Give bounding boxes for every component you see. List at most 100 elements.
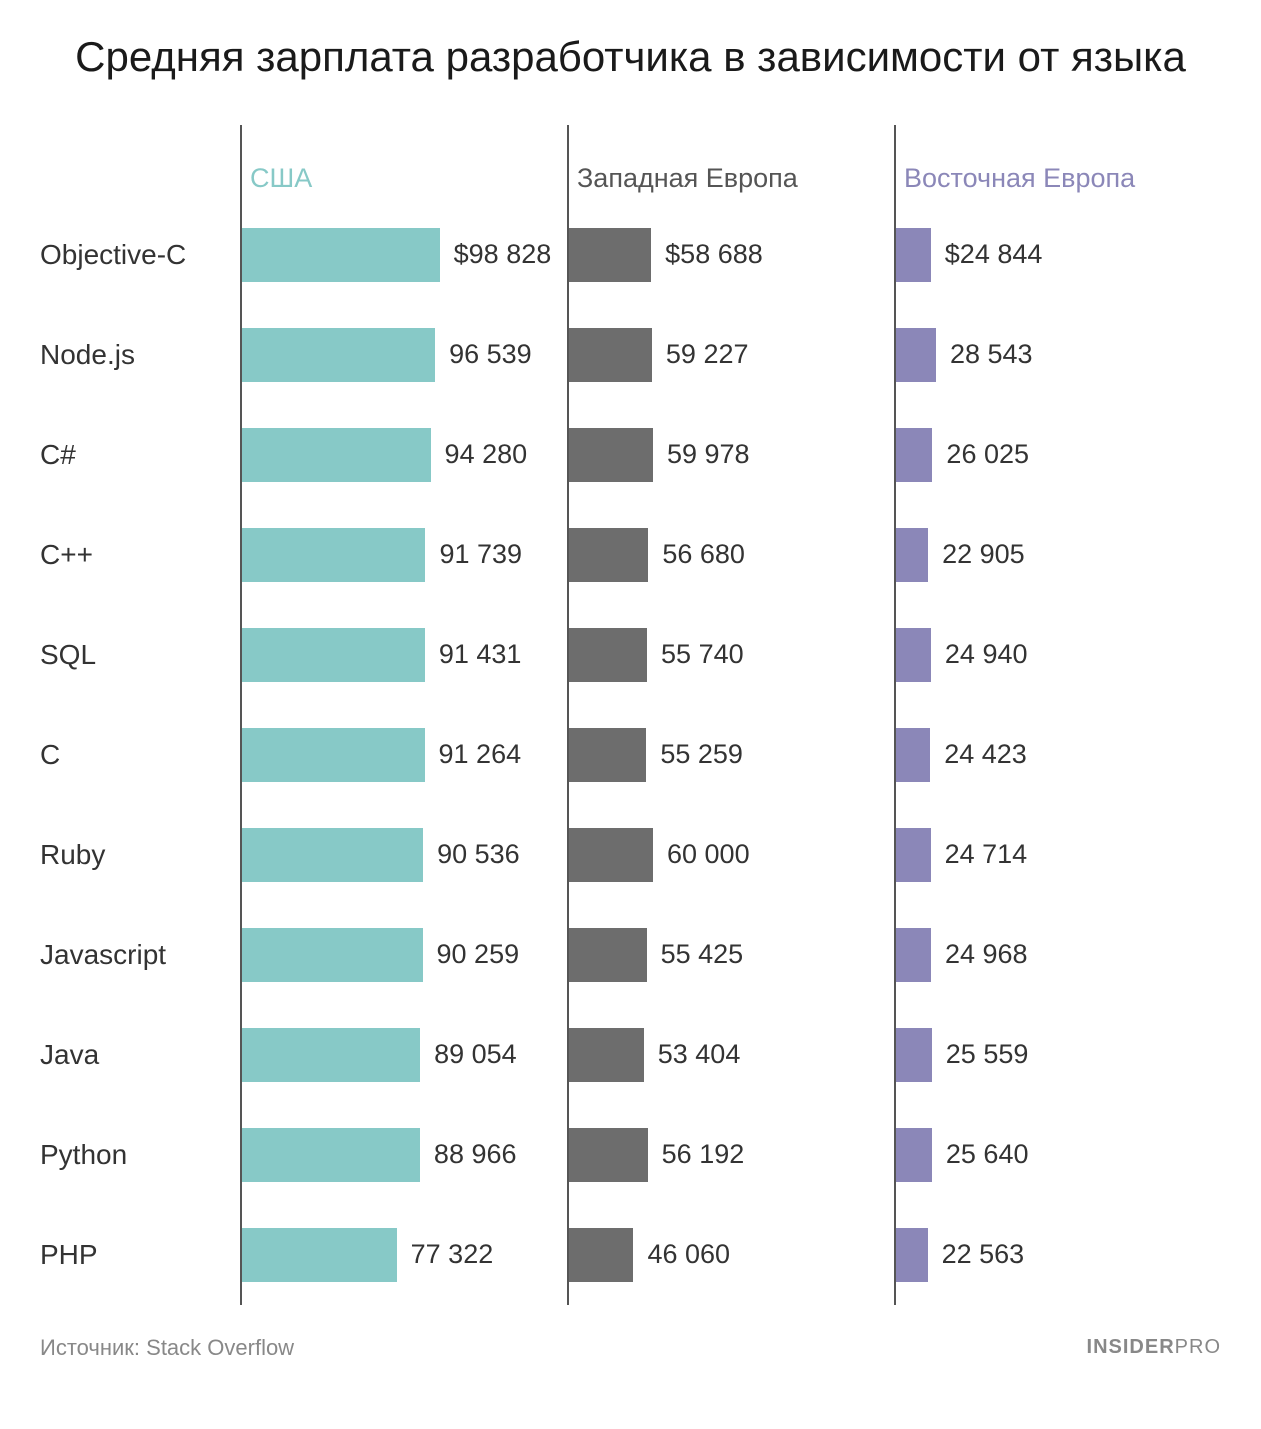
bar-row: 91 264: [242, 705, 567, 805]
bar: [896, 1228, 928, 1282]
bar: [896, 928, 931, 982]
bar-row: 88 966: [242, 1105, 567, 1205]
bar-value: 24 940: [945, 639, 1028, 670]
bar-value: 94 280: [445, 439, 528, 470]
language-label-row: C++: [40, 505, 240, 605]
bar-row: 56 680: [569, 505, 894, 605]
bar-value: $58 688: [665, 239, 763, 270]
bar-value: 56 192: [662, 1139, 745, 1170]
bar-row: 26 025: [896, 405, 1221, 505]
bar-row: 96 539: [242, 305, 567, 405]
language-label: C#: [40, 439, 76, 471]
bar: [896, 428, 932, 482]
chart-title: Средняя зарплата разработчика в зависимо…: [40, 30, 1221, 85]
bar-row: 22 905: [896, 505, 1221, 605]
bar: [569, 828, 653, 882]
language-label-row: Java: [40, 1005, 240, 1105]
series-column: Западная Европа $58 688 59 227 59 978 56 680…: [567, 125, 894, 1305]
series-column: Восточная Европа$24 84428 54326 02522 90…: [894, 125, 1221, 1305]
bar-row: 59 227: [569, 305, 894, 405]
bar-value: 26 025: [946, 439, 1029, 470]
bar: [569, 328, 652, 382]
bar: [569, 428, 653, 482]
bar: [896, 1128, 932, 1182]
bar-value: 53 404: [658, 1039, 741, 1070]
bar-row: 25 559: [896, 1005, 1221, 1105]
bar: [896, 528, 928, 582]
language-label-row: Python: [40, 1105, 240, 1205]
bar-value: 90 536: [437, 839, 520, 870]
bar-value: 28 543: [950, 339, 1033, 370]
bar-row: 90 536: [242, 805, 567, 905]
bar: [242, 828, 423, 882]
bar: [896, 328, 936, 382]
bar-value: 91 431: [439, 639, 522, 670]
bar-row: 24 423: [896, 705, 1221, 805]
language-label: C++: [40, 539, 93, 571]
bar-value: 22 563: [942, 1239, 1025, 1270]
bar-row: 24 714: [896, 805, 1221, 905]
language-label: Java: [40, 1039, 99, 1071]
language-label: Python: [40, 1139, 127, 1171]
bar-value: 24 714: [945, 839, 1028, 870]
bar: [569, 928, 647, 982]
bar-row: 24 940: [896, 605, 1221, 705]
bar: [896, 1028, 932, 1082]
bar: [242, 528, 425, 582]
bar: [569, 228, 651, 282]
bar-value: 25 640: [946, 1139, 1029, 1170]
bar-value: 91 264: [439, 739, 522, 770]
bar-value: 60 000: [667, 839, 750, 870]
language-label: Objective-C: [40, 239, 186, 271]
series-header: Западная Европа: [569, 125, 894, 205]
bar-row: 91 739: [242, 505, 567, 605]
bar-value: 91 739: [439, 539, 522, 570]
language-label-row: C#: [40, 405, 240, 505]
language-label: Ruby: [40, 839, 105, 871]
language-label-row: Ruby: [40, 805, 240, 905]
bar-value: 96 539: [449, 339, 532, 370]
bar-row: 28 543: [896, 305, 1221, 405]
bar: [569, 628, 647, 682]
bar: [896, 828, 931, 882]
bar-row: 56 192: [569, 1105, 894, 1205]
language-label: Node.js: [40, 339, 135, 371]
labels-column: Objective-C Node.js C# C++ SQL C Ruby Javascrip…: [40, 125, 240, 1305]
series-header: США: [242, 125, 567, 205]
bar-row: $98 828: [242, 205, 567, 305]
language-label: PHP: [40, 1239, 98, 1271]
bar: [569, 1228, 633, 1282]
bar: [569, 528, 648, 582]
language-label: C: [40, 739, 60, 771]
bar-row: 22 563: [896, 1205, 1221, 1305]
language-label-row: PHP: [40, 1205, 240, 1305]
source-label: Источник: Stack Overflow: [40, 1335, 294, 1361]
bar: [896, 628, 931, 682]
bar-row: 89 054: [242, 1005, 567, 1105]
bar-value: 88 966: [434, 1139, 517, 1170]
bar-value: 55 425: [661, 939, 744, 970]
language-label-row: SQL: [40, 605, 240, 705]
bar: [242, 228, 440, 282]
bar-row: 46 060: [569, 1205, 894, 1305]
bar-row: 55 425: [569, 905, 894, 1005]
bar-value: 24 968: [945, 939, 1028, 970]
bar: [242, 428, 431, 482]
bar-value: 55 259: [660, 739, 743, 770]
chart-footer: Источник: Stack Overflow INSIDERPRO: [40, 1335, 1221, 1361]
bar-row: 55 259: [569, 705, 894, 805]
bar-row: 55 740: [569, 605, 894, 705]
bar-value: 59 227: [666, 339, 749, 370]
bar-row: 60 000: [569, 805, 894, 905]
bar: [242, 1028, 420, 1082]
bar: [569, 1028, 644, 1082]
bar-value: 59 978: [667, 439, 750, 470]
language-label: SQL: [40, 639, 96, 671]
bar-row: 94 280: [242, 405, 567, 505]
bar-value: 56 680: [662, 539, 745, 570]
chart-container: Objective-C Node.js C# C++ SQL C Ruby Javascrip…: [40, 125, 1221, 1305]
bar: [242, 1228, 397, 1282]
bar: [242, 1128, 420, 1182]
language-label-row: Javascript: [40, 905, 240, 1005]
bar-value: $24 844: [945, 239, 1043, 270]
